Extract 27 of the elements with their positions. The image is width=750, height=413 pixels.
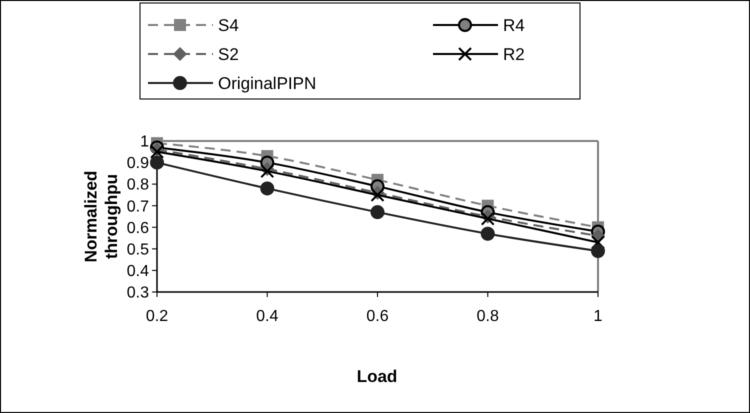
y-tick-label: 0.8 [126,176,150,194]
x-tick-label: 0.4 [256,308,278,325]
legend-label: R4 [503,16,525,35]
x-tick-label: 0.2 [146,308,168,325]
y-tick-label: 0.9 [126,155,150,172]
y-tick-label: 0.6 [126,220,150,237]
legend-label: OriginalPIPN [218,74,316,93]
point [260,181,274,196]
y-axis-title: Normalized throughpu [82,170,121,262]
point [591,244,605,258]
legend-label: S4 [218,16,239,35]
point [370,205,384,220]
x-tick-label: 0.8 [476,308,499,325]
y-tick-label: 0.3 [126,284,150,302]
x-tick-label: 1 [594,308,603,325]
legend-label: R2 [503,44,525,64]
y-tick-label: 0.4 [126,263,150,280]
y-tick-label: 0.5 [126,241,150,258]
y-tick-label: 1 [140,134,150,151]
point [480,212,495,226]
x-axis-title: Load [356,367,398,386]
legend-label: S2 [218,44,239,64]
point [480,226,495,241]
y-tick-label: 0.7 [126,198,150,216]
x-tick-label: 0.6 [366,308,389,325]
point [150,156,164,170]
point [591,235,605,250]
